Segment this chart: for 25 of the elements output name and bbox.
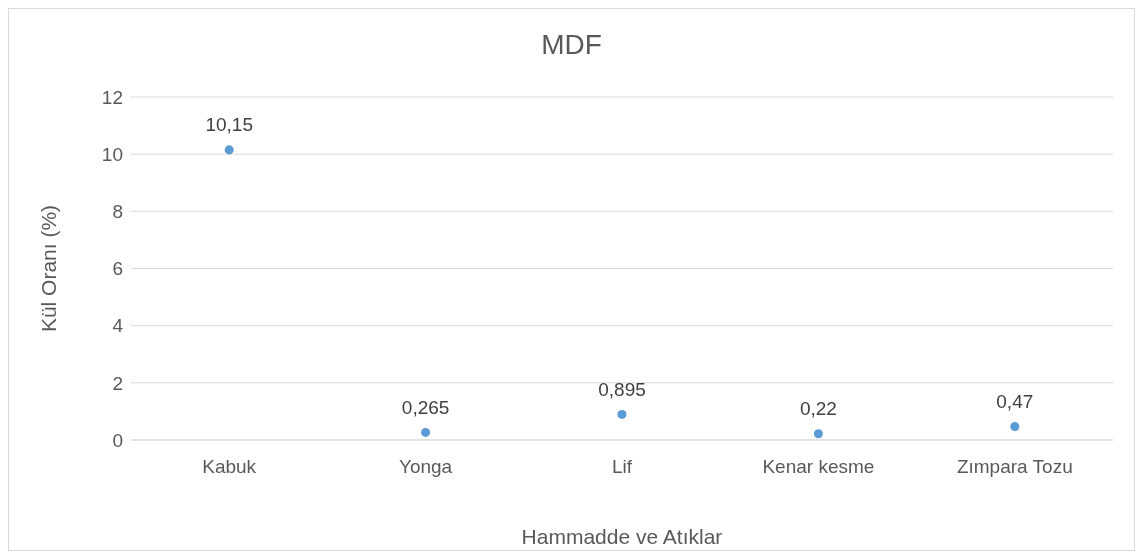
point: [1010, 422, 1020, 432]
data-label: 10,15: [205, 114, 253, 136]
x-tick-label: Zımpara Tozu: [956, 456, 1073, 478]
point: [224, 145, 234, 155]
y-tick-label: 2: [112, 372, 123, 394]
y-tick-label: 6: [112, 258, 123, 280]
data-label: 0,47: [996, 391, 1034, 413]
data-label: 0,265: [401, 396, 450, 418]
y-tick-label: 12: [101, 86, 123, 108]
data-label: 0,22: [799, 398, 837, 420]
point: [813, 429, 823, 439]
y-axis-title: Kül Oranı (%): [37, 204, 61, 333]
x-axis-title: Hammadde ve Atıklar: [521, 525, 723, 548]
x-tick-label: Lif: [611, 456, 633, 478]
y-tick-label: 8: [112, 201, 123, 223]
y-tick-label: 0: [112, 429, 123, 451]
point: [421, 427, 431, 437]
x-tick-label: Kabuk: [202, 456, 257, 478]
y-tick-label: 10: [101, 143, 123, 165]
data-label: 0,895: [598, 378, 646, 400]
y-tick-label: 4: [112, 315, 124, 337]
x-tick-label: Kenar kesme: [762, 456, 875, 478]
x-tick-label: Yonga: [399, 456, 453, 478]
chart-title: MDF: [540, 29, 603, 61]
point: [617, 409, 627, 419]
